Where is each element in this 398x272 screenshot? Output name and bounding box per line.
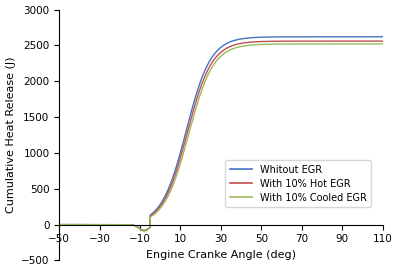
With 10% Cooled EGR <box>245 44 250 47</box>
With 10% Cooled EGR <box>142 229 146 233</box>
With 10% Cooled EGR <box>336 42 340 46</box>
With 10% Cooled EGR <box>57 223 62 226</box>
With 10% Hot EGR <box>302 39 307 43</box>
Line: With 10% Hot EGR: With 10% Hot EGR <box>59 41 382 231</box>
Whitout EGR <box>336 35 340 38</box>
With 10% Cooled EGR <box>77 223 82 226</box>
Whitout EGR <box>142 229 146 232</box>
Whitout EGR <box>57 223 62 226</box>
With 10% Hot EGR <box>263 40 268 43</box>
Y-axis label: Cumulative Heat Release (J): Cumulative Heat Release (J) <box>6 57 16 213</box>
With 10% Hot EGR <box>380 39 385 43</box>
Line: With 10% Cooled EGR: With 10% Cooled EGR <box>59 44 382 231</box>
With 10% Hot EGR <box>245 41 250 44</box>
Whitout EGR <box>77 223 82 226</box>
Legend: Whitout EGR, With 10% Hot EGR, With 10% Cooled EGR: Whitout EGR, With 10% Hot EGR, With 10% … <box>226 160 371 208</box>
With 10% Hot EGR <box>142 229 146 232</box>
Whitout EGR <box>245 36 250 40</box>
With 10% Cooled EGR <box>263 43 268 46</box>
Whitout EGR <box>380 35 385 38</box>
With 10% Hot EGR <box>77 223 82 226</box>
With 10% Cooled EGR <box>302 42 307 46</box>
Whitout EGR <box>263 35 268 39</box>
X-axis label: Engine Cranke Angle (deg): Engine Cranke Angle (deg) <box>146 250 296 260</box>
With 10% Cooled EGR <box>380 42 385 46</box>
With 10% Cooled EGR <box>254 43 258 46</box>
With 10% Hot EGR <box>57 223 62 226</box>
Line: Whitout EGR: Whitout EGR <box>59 37 382 230</box>
Whitout EGR <box>254 36 258 39</box>
With 10% Hot EGR <box>254 40 258 44</box>
Whitout EGR <box>302 35 307 38</box>
With 10% Hot EGR <box>336 39 340 43</box>
